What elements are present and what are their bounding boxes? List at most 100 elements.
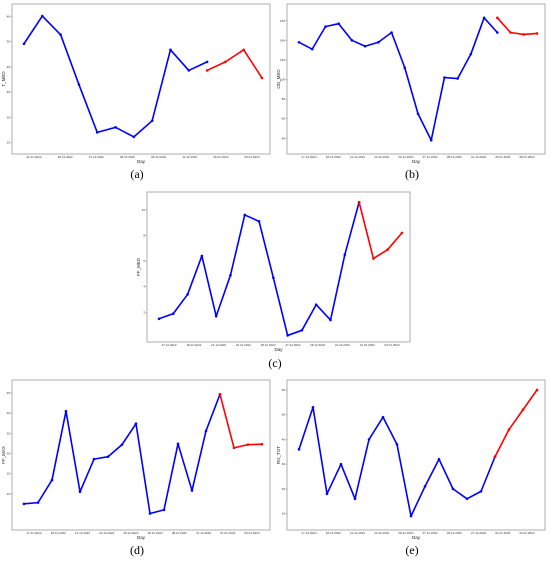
y-tick-label-c: 4	[143, 285, 145, 289]
data-point-d-0	[176, 442, 180, 446]
x-tick-label-c: 28.12.2022	[310, 343, 325, 347]
data-point-e-0	[297, 448, 301, 451]
series-line-b-0	[298, 17, 498, 142]
caption-d: (d)	[130, 543, 144, 557]
data-point-d-1	[246, 443, 250, 446]
data-point-a-1	[260, 76, 264, 80]
y-tick-label-d: 10	[7, 492, 11, 496]
x-tick-label-c: 03.01.2023	[384, 343, 399, 347]
data-point-d-1	[260, 442, 264, 446]
data-point-b-1	[535, 32, 539, 35]
y-tick-label-d: 20	[7, 451, 11, 455]
data-point-c-0	[186, 293, 189, 296]
data-point-a-0	[114, 126, 117, 129]
x-tick-label-b: 24.12.2022	[374, 155, 389, 159]
data-point-a-0	[169, 48, 172, 52]
data-point-a-1	[205, 69, 209, 72]
plot-frame-b	[286, 3, 546, 155]
x-tick-label-c: 22.12.2022	[236, 343, 251, 347]
x-tick-label-a: 27.12.2022	[89, 155, 104, 159]
x-tick-label-a: 08.12.2022	[120, 155, 135, 159]
data-point-e-0	[339, 462, 343, 466]
data-point-a-0	[41, 14, 44, 18]
x-tick-label-b: 29.12.2022	[398, 155, 413, 159]
x-tick-label-b: 21.12.2022	[350, 155, 365, 159]
data-point-c-0	[286, 334, 289, 337]
data-point-e-1	[507, 428, 511, 431]
data-point-b-0	[377, 40, 380, 44]
panel-c: 2 4 6 8 10 17.12.2022 18.12.2022 21.12.2022 22.1…	[135, 188, 415, 376]
x-tick-label-b: 27.12.2022	[423, 155, 438, 159]
x-axis-label-d: Day	[137, 535, 146, 540]
data-point-a-0	[187, 69, 191, 72]
data-point-d-1	[232, 446, 236, 450]
data-point-c-0	[200, 254, 204, 258]
x-tick-label-d: 17.12.2022	[26, 531, 41, 535]
data-point-e-0	[409, 514, 413, 518]
data-point-b-0	[363, 44, 367, 48]
x-tick-label-c: 28.12.2022	[261, 343, 276, 347]
data-point-b-0	[324, 25, 327, 28]
x-tick-label-c: 27.12.2022	[285, 343, 300, 347]
series-line-e-1	[494, 389, 538, 458]
data-point-b-0	[429, 138, 433, 142]
data-point-e-1	[493, 455, 497, 459]
data-point-e-0	[437, 457, 441, 461]
x-tick-label-b: 08.01.2023	[519, 155, 534, 159]
data-point-c-0	[314, 303, 318, 306]
x-axis-label-e: Day	[412, 535, 421, 540]
x-tick-label-c: 21.12.2022	[211, 343, 226, 347]
data-point-b-0	[456, 77, 459, 80]
y-tick-label-b: 60	[282, 117, 286, 121]
panel-a: 15 20 25 30 35 40 22.12.2022 28.12.2022 27.12.20…	[0, 0, 275, 188]
data-point-e-0	[381, 415, 385, 419]
data-point-a-0	[205, 60, 209, 64]
data-point-c-1	[400, 231, 404, 235]
panel-e: 10 20 30 40 50 60 17.12.2022 18.12.2022 21.12.20…	[275, 376, 550, 563]
data-point-d-0	[92, 457, 96, 461]
data-point-d-0	[106, 455, 110, 459]
series-line-d-1	[219, 394, 263, 449]
data-point-e-0	[353, 497, 357, 501]
data-point-d-1	[218, 392, 222, 396]
data-point-b-1	[496, 16, 499, 20]
y-axis-label-b: OD_MED	[276, 69, 281, 89]
x-tick-label-a: 25.01.2023	[213, 155, 228, 159]
series-line-a-1	[206, 48, 263, 79]
data-point-c-0	[229, 273, 232, 277]
data-point-e-0	[325, 492, 329, 496]
y-tick-label-e: 20	[282, 487, 286, 491]
caption-a: (a)	[130, 167, 144, 181]
data-point-c-0	[343, 253, 347, 256]
data-point-c-0	[329, 318, 332, 322]
plot-frame-e	[286, 379, 546, 531]
caption-b: (b)	[405, 167, 419, 181]
data-point-e-0	[451, 487, 455, 491]
plot-frame-c	[146, 191, 411, 343]
data-point-d-0	[134, 422, 138, 425]
y-axis-label-d: FF_MAX	[1, 446, 6, 464]
x-tick-label-a: 09.01.2023	[244, 155, 259, 159]
data-point-a-1	[242, 48, 245, 52]
panel-b: 40 60 80 100 120 140 160 17.12.2022 18.12.2022 21…	[275, 0, 550, 188]
data-point-d-0	[22, 502, 26, 506]
x-tick-label-d: 08.12.2022	[172, 531, 187, 535]
x-tick-label-e: 03.01.2023	[519, 531, 534, 535]
x-tick-label-e: 01.01.2023	[495, 531, 510, 535]
x-axis-label-b: Day	[412, 159, 421, 164]
data-point-e-0	[465, 497, 469, 501]
x-tick-label-e: 24.12.2022	[374, 531, 389, 535]
y-axis-label-a: T_MED	[1, 71, 6, 87]
data-point-e-0	[395, 443, 399, 446]
y-tick-label-e: 60	[282, 388, 286, 392]
x-tick-label-d: 31.12.2022	[196, 531, 211, 535]
line-chart-a: 15 20 25 30 35 40 22.12.2022 28.12.2022 27.12.20…	[1, 3, 271, 164]
data-point-c-0	[171, 312, 175, 315]
x-tick-label-a: 22.12.2022	[26, 155, 41, 159]
x-tick-label-b: 17.12.2022	[301, 155, 316, 159]
x-tick-label-e: 27.12.2022	[471, 531, 486, 535]
data-point-a-0	[95, 131, 99, 134]
y-tick-label-e: 50	[282, 413, 286, 417]
data-point-e-0	[423, 485, 427, 488]
x-tick-label-c: 01.01.2023	[360, 343, 375, 347]
